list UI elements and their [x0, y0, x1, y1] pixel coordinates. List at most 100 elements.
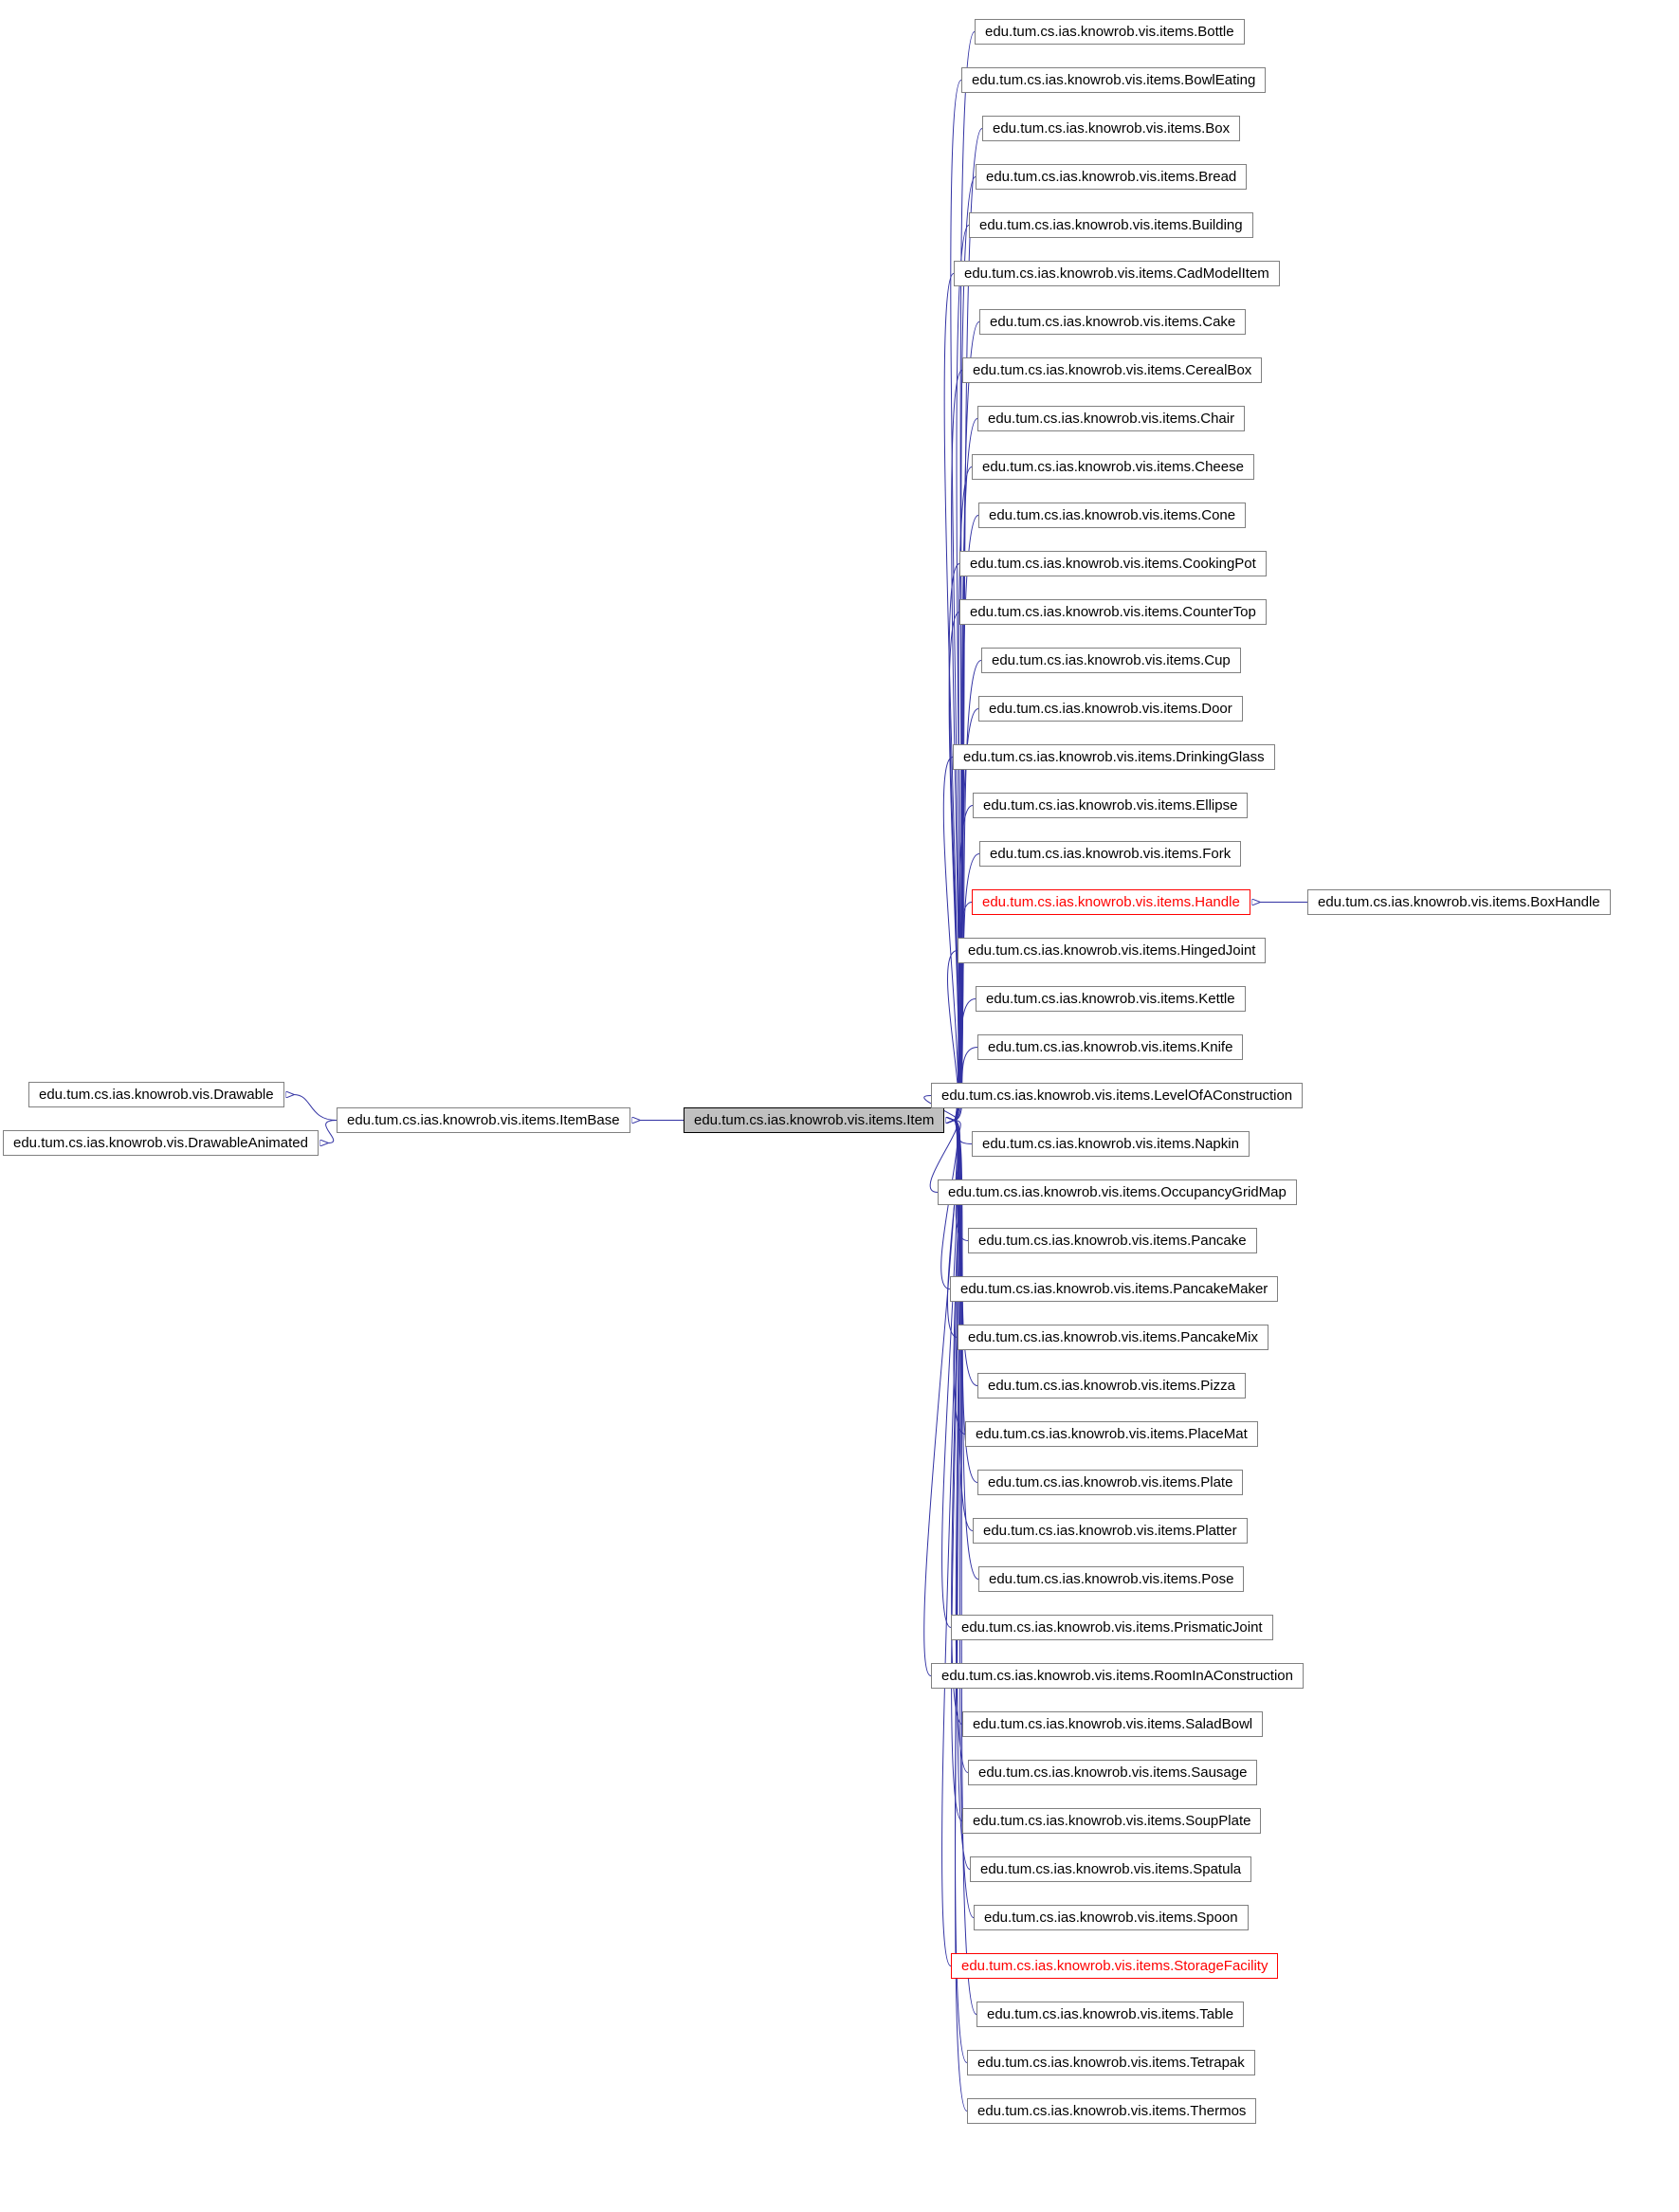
class-node-label: edu.tum.cs.ias.knowrob.vis.items.Pose — [989, 1571, 1233, 1587]
class-node-cone[interactable]: edu.tum.cs.ias.knowrob.vis.items.Cone — [978, 503, 1246, 528]
class-node-ellipse[interactable]: edu.tum.cs.ias.knowrob.vis.items.Ellipse — [973, 793, 1248, 818]
class-node-soupplate[interactable]: edu.tum.cs.ias.knowrob.vis.items.SoupPla… — [962, 1808, 1261, 1834]
class-node-label: edu.tum.cs.ias.knowrob.vis.items.Cooking… — [970, 556, 1256, 572]
class-node-drawableanim[interactable]: edu.tum.cs.ias.knowrob.vis.DrawableAnima… — [3, 1130, 319, 1156]
class-node-pose[interactable]: edu.tum.cs.ias.knowrob.vis.items.Pose — [978, 1566, 1244, 1592]
class-node-label: edu.tum.cs.ias.knowrob.vis.items.Tetrapa… — [977, 2055, 1245, 2071]
inheritance-edge — [952, 1121, 962, 1821]
class-node-label: edu.tum.cs.ias.knowrob.vis.items.Bottle — [985, 24, 1234, 40]
class-node-label: edu.tum.cs.ias.knowrob.vis.items.Platter — [983, 1523, 1237, 1539]
class-node-cake[interactable]: edu.tum.cs.ias.knowrob.vis.items.Cake — [979, 309, 1246, 335]
class-node-plate[interactable]: edu.tum.cs.ias.knowrob.vis.items.Plate — [977, 1470, 1243, 1495]
class-node-cheese[interactable]: edu.tum.cs.ias.knowrob.vis.items.Cheese — [972, 454, 1254, 480]
class-node-drawable[interactable]: edu.tum.cs.ias.knowrob.vis.Drawable — [28, 1082, 284, 1107]
class-node-building[interactable]: edu.tum.cs.ias.knowrob.vis.items.Buildin… — [969, 212, 1253, 238]
class-node-handle[interactable]: edu.tum.cs.ias.knowrob.vis.items.Handle — [972, 889, 1250, 915]
class-node-chair[interactable]: edu.tum.cs.ias.knowrob.vis.items.Chair — [977, 406, 1245, 431]
class-node-loac[interactable]: edu.tum.cs.ias.knowrob.vis.items.LevelOf… — [931, 1083, 1303, 1108]
class-node-label: edu.tum.cs.ias.knowrob.vis.items.Drinkin… — [963, 749, 1265, 765]
inheritance-edge — [948, 1121, 959, 1338]
inheritance-edge — [944, 274, 958, 1121]
class-node-countertop[interactable]: edu.tum.cs.ias.knowrob.vis.items.Counter… — [959, 599, 1267, 625]
class-node-label: edu.tum.cs.ias.knowrob.vis.items.Door — [989, 701, 1232, 717]
class-node-label: edu.tum.cs.ias.knowrob.vis.items.Spoon — [984, 1910, 1238, 1926]
class-node-label: edu.tum.cs.ias.knowrob.vis.DrawableAnima… — [13, 1135, 308, 1151]
class-node-label: edu.tum.cs.ias.knowrob.vis.items.CerealB… — [973, 362, 1251, 378]
class-node-boxhandle[interactable]: edu.tum.cs.ias.knowrob.vis.items.BoxHand… — [1307, 889, 1611, 915]
class-node-pancakemaker[interactable]: edu.tum.cs.ias.knowrob.vis.items.Pancake… — [950, 1276, 1278, 1302]
class-node-label: edu.tum.cs.ias.knowrob.vis.items.Sausage — [978, 1764, 1247, 1781]
inheritance-edge — [943, 758, 958, 1121]
class-node-itembase[interactable]: edu.tum.cs.ias.knowrob.vis.items.ItemBas… — [337, 1107, 630, 1133]
class-node-fork[interactable]: edu.tum.cs.ias.knowrob.vis.items.Fork — [979, 841, 1241, 867]
class-node-label: edu.tum.cs.ias.knowrob.vis.items.Plate — [988, 1474, 1232, 1490]
class-node-label: edu.tum.cs.ias.knowrob.vis.items.SoupPla… — [973, 1813, 1250, 1829]
class-node-label: edu.tum.cs.ias.knowrob.vis.items.Chair — [988, 411, 1234, 427]
class-node-platter[interactable]: edu.tum.cs.ias.knowrob.vis.items.Platter — [973, 1518, 1248, 1544]
class-node-pancake[interactable]: edu.tum.cs.ias.knowrob.vis.items.Pancake — [968, 1228, 1257, 1253]
class-node-label: edu.tum.cs.ias.knowrob.vis.items.Item — [694, 1112, 934, 1128]
class-node-table[interactable]: edu.tum.cs.ias.knowrob.vis.items.Table — [976, 2002, 1244, 2027]
class-node-item[interactable]: edu.tum.cs.ias.knowrob.vis.items.Item — [684, 1107, 944, 1133]
class-node-label: edu.tum.cs.ias.knowrob.vis.items.SaladBo… — [973, 1716, 1252, 1732]
class-node-label: edu.tum.cs.ias.knowrob.vis.items.Cake — [990, 314, 1235, 330]
class-node-occgrid[interactable]: edu.tum.cs.ias.knowrob.vis.items.Occupan… — [938, 1179, 1297, 1205]
class-node-label: edu.tum.cs.ias.knowrob.vis.items.Table — [987, 2006, 1233, 2022]
class-node-label: edu.tum.cs.ias.knowrob.vis.items.CadMode… — [964, 265, 1269, 282]
inheritance-edge — [949, 612, 959, 1121]
class-node-label: edu.tum.cs.ias.knowrob.vis.items.Cup — [992, 652, 1231, 668]
class-node-label: edu.tum.cs.ias.knowrob.vis.items.Bread — [986, 169, 1236, 185]
class-node-bottle[interactable]: edu.tum.cs.ias.knowrob.vis.items.Bottle — [975, 19, 1245, 45]
class-node-drinkingglass[interactable]: edu.tum.cs.ias.knowrob.vis.items.Drinkin… — [953, 744, 1275, 770]
class-node-label: edu.tum.cs.ias.knowrob.vis.items.Pancake… — [960, 1281, 1268, 1297]
class-node-cup[interactable]: edu.tum.cs.ias.knowrob.vis.items.Cup — [981, 648, 1241, 673]
inheritance-edge — [954, 177, 976, 1121]
inheritance-edge — [954, 1121, 967, 2063]
class-node-label: edu.tum.cs.ias.knowrob.vis.items.Handle — [982, 894, 1240, 910]
inheritance-edge — [326, 1121, 337, 1143]
class-node-pancakemix[interactable]: edu.tum.cs.ias.knowrob.vis.items.Pancake… — [958, 1325, 1268, 1350]
class-node-spoon[interactable]: edu.tum.cs.ias.knowrob.vis.items.Spoon — [974, 1905, 1249, 1930]
class-node-storagefac[interactable]: edu.tum.cs.ias.knowrob.vis.items.Storage… — [951, 1953, 1278, 1979]
class-node-tetrapak[interactable]: edu.tum.cs.ias.knowrob.vis.items.Tetrapa… — [967, 2050, 1255, 2075]
class-node-cadmodel[interactable]: edu.tum.cs.ias.knowrob.vis.items.CadMode… — [954, 261, 1280, 286]
class-node-thermos[interactable]: edu.tum.cs.ias.knowrob.vis.items.Thermos — [967, 2098, 1256, 2124]
class-node-label: edu.tum.cs.ias.knowrob.vis.items.Prismat… — [961, 1619, 1263, 1636]
class-node-cerealbox[interactable]: edu.tum.cs.ias.knowrob.vis.items.CerealB… — [962, 357, 1262, 383]
class-node-label: edu.tum.cs.ias.knowrob.vis.items.Pancake — [978, 1233, 1247, 1249]
class-node-hingedjoint[interactable]: edu.tum.cs.ias.knowrob.vis.items.HingedJ… — [958, 938, 1266, 963]
class-node-label: edu.tum.cs.ias.knowrob.vis.items.Pancake… — [968, 1329, 1258, 1345]
class-node-saladbowl[interactable]: edu.tum.cs.ias.knowrob.vis.items.SaladBo… — [962, 1711, 1263, 1737]
class-node-label: edu.tum.cs.ias.knowrob.vis.items.ItemBas… — [347, 1112, 620, 1128]
class-node-label: edu.tum.cs.ias.knowrob.vis.items.HingedJ… — [968, 942, 1255, 959]
class-node-label: edu.tum.cs.ias.knowrob.vis.items.LevelOf… — [941, 1088, 1292, 1104]
class-node-label: edu.tum.cs.ias.knowrob.vis.items.Box — [993, 120, 1230, 137]
class-node-riac[interactable]: edu.tum.cs.ias.knowrob.vis.items.RoomInA… — [931, 1663, 1304, 1689]
class-node-label: edu.tum.cs.ias.knowrob.vis.items.Occupan… — [948, 1184, 1287, 1200]
class-node-spatula[interactable]: edu.tum.cs.ias.knowrob.vis.items.Spatula — [970, 1856, 1251, 1882]
class-node-label: edu.tum.cs.ias.knowrob.vis.items.Ellipse — [983, 797, 1237, 814]
class-node-sausage[interactable]: edu.tum.cs.ias.knowrob.vis.items.Sausage — [968, 1760, 1257, 1785]
class-node-pizza[interactable]: edu.tum.cs.ias.knowrob.vis.items.Pizza — [977, 1373, 1246, 1398]
class-node-label: edu.tum.cs.ias.knowrob.vis.Drawable — [39, 1087, 274, 1103]
class-node-label: edu.tum.cs.ias.knowrob.vis.items.Counter… — [970, 604, 1256, 620]
inheritance-edge — [294, 1095, 337, 1121]
class-node-knife[interactable]: edu.tum.cs.ias.knowrob.vis.items.Knife — [977, 1034, 1243, 1060]
class-node-label: edu.tum.cs.ias.knowrob.vis.items.Knife — [988, 1039, 1232, 1055]
class-node-label: edu.tum.cs.ias.knowrob.vis.items.Spatula — [980, 1861, 1241, 1877]
inheritance-edge — [949, 564, 959, 1121]
class-node-bread[interactable]: edu.tum.cs.ias.knowrob.vis.items.Bread — [976, 164, 1247, 190]
class-node-napkin[interactable]: edu.tum.cs.ias.knowrob.vis.items.Napkin — [972, 1131, 1250, 1157]
inheritance-edge — [954, 1121, 972, 1144]
class-node-label: edu.tum.cs.ias.knowrob.vis.items.Pizza — [988, 1378, 1235, 1394]
class-node-label: edu.tum.cs.ias.knowrob.vis.items.PlaceMa… — [976, 1426, 1248, 1442]
class-node-label: edu.tum.cs.ias.knowrob.vis.items.Napkin — [982, 1136, 1239, 1152]
class-node-cookingpot[interactable]: edu.tum.cs.ias.knowrob.vis.items.Cooking… — [959, 551, 1267, 576]
class-node-box[interactable]: edu.tum.cs.ias.knowrob.vis.items.Box — [982, 116, 1240, 141]
class-node-label: edu.tum.cs.ias.knowrob.vis.items.BowlEat… — [972, 72, 1255, 88]
class-node-door[interactable]: edu.tum.cs.ias.knowrob.vis.items.Door — [978, 696, 1243, 722]
class-node-bowleating[interactable]: edu.tum.cs.ias.knowrob.vis.items.BowlEat… — [961, 67, 1266, 93]
class-node-placemat[interactable]: edu.tum.cs.ias.knowrob.vis.items.PlaceMa… — [965, 1421, 1258, 1447]
class-node-kettle[interactable]: edu.tum.cs.ias.knowrob.vis.items.Kettle — [976, 986, 1246, 1012]
class-node-prismjoint[interactable]: edu.tum.cs.ias.knowrob.vis.items.Prismat… — [951, 1615, 1273, 1640]
